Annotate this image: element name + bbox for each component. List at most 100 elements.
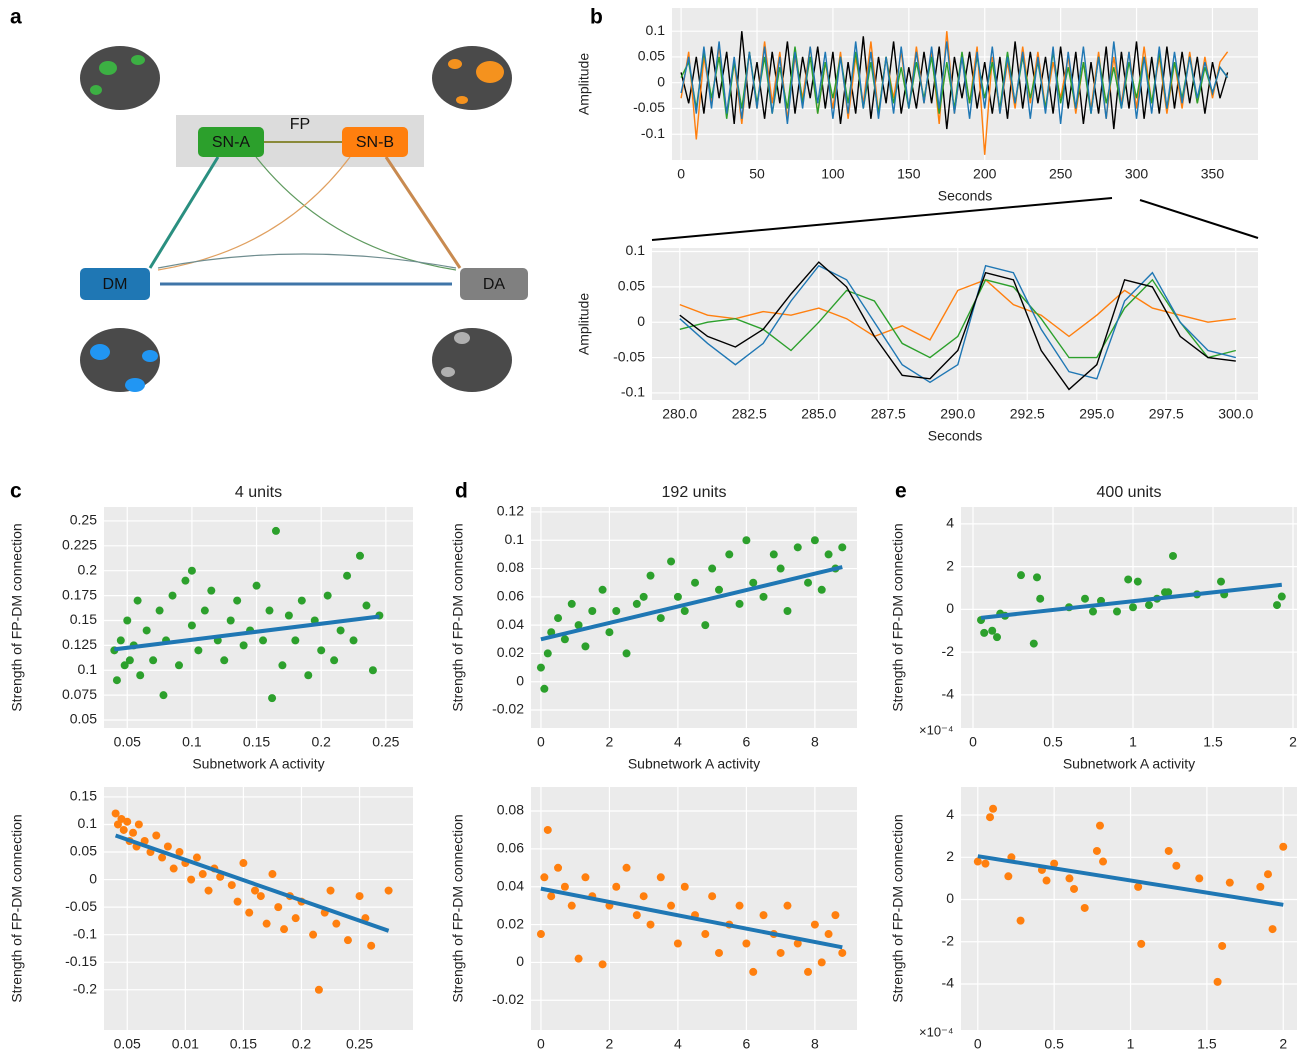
y-tick-label: 0.08 xyxy=(497,802,524,818)
point xyxy=(181,576,190,585)
point xyxy=(1145,601,1153,610)
point xyxy=(349,636,358,645)
point xyxy=(1195,874,1204,883)
x-tick-label: 0 xyxy=(537,734,545,750)
point xyxy=(112,676,121,685)
point xyxy=(759,911,768,920)
point xyxy=(336,626,345,635)
y-tick-label: 0.15 xyxy=(70,611,97,627)
x-tick-label: 0.2 xyxy=(292,1036,312,1052)
y-tick-label: -0.02 xyxy=(492,701,524,717)
fit-line xyxy=(980,582,1283,620)
y-tick-label: -0.15 xyxy=(65,953,97,969)
y-tick-label: 0.08 xyxy=(497,559,524,575)
point xyxy=(973,857,982,866)
chart: -0.2 -0.15 -0.1 -0.05 0 0.05 0.1 0.15 0.05 0.01 0.… xyxy=(9,787,413,1058)
y-tick-label: 0.1 xyxy=(646,22,666,38)
point xyxy=(824,550,833,559)
node-label: SN-A xyxy=(212,134,251,151)
x-tick-label: 200 xyxy=(973,166,997,182)
point xyxy=(204,886,213,895)
point xyxy=(536,663,545,672)
point xyxy=(245,908,254,917)
point xyxy=(980,628,989,637)
point xyxy=(175,848,184,857)
chart: -0.02 0 0.02 0.04 0.06 0.08 0.1 0.12 0 2 4 6 8 Subnet… xyxy=(450,480,857,772)
point xyxy=(1089,607,1097,616)
point xyxy=(567,599,576,608)
point xyxy=(714,585,723,594)
y-axis-label: Strength of FP-DM connection xyxy=(9,814,25,1002)
y-tick-label: 0.2 xyxy=(78,561,98,577)
point xyxy=(536,930,545,939)
point xyxy=(1033,573,1041,582)
x-tick-label: 297.5 xyxy=(1149,406,1184,422)
chart-title: 4 units xyxy=(235,484,282,501)
x-axis-label: Seconds xyxy=(938,188,992,204)
x-tick-label: 2 xyxy=(606,1036,614,1052)
fit-line xyxy=(540,886,843,950)
x-tick-label: 0 xyxy=(974,1036,982,1052)
point xyxy=(220,656,229,665)
point xyxy=(280,925,289,934)
x-tick-label: 0.25 xyxy=(372,734,399,750)
y-axis-label: Amplitude xyxy=(576,53,592,115)
plot-background xyxy=(531,787,857,1030)
y-tick-label: 0.05 xyxy=(638,48,665,64)
point xyxy=(1124,575,1133,584)
point xyxy=(168,591,177,600)
point xyxy=(120,661,129,670)
x-tick-label: 0.15 xyxy=(243,734,270,750)
point xyxy=(187,566,196,575)
x-tick-label: 1 xyxy=(1127,1036,1135,1052)
y-tick-label: 2 xyxy=(946,557,954,573)
point xyxy=(1129,603,1137,612)
y-tick-label: 0.25 xyxy=(70,512,97,528)
point xyxy=(804,967,813,976)
brain-blue xyxy=(80,328,160,392)
x-tick-label: 0.1 xyxy=(182,734,202,750)
y-tick-label: 0.1 xyxy=(78,815,98,831)
y-axis-label: Amplitude xyxy=(576,293,592,355)
y-axis-label: Strength of FP-DM connection xyxy=(9,523,25,711)
point xyxy=(111,809,120,818)
edges xyxy=(148,141,462,286)
y-tick-label: -4 xyxy=(942,975,955,991)
series-line xyxy=(679,278,1236,359)
y-tick-label: 0 xyxy=(657,73,665,89)
point xyxy=(708,892,717,901)
point xyxy=(207,586,216,595)
point xyxy=(309,930,318,939)
point xyxy=(543,649,552,658)
point xyxy=(1263,870,1272,879)
x-tick-label: 4 xyxy=(674,734,682,750)
point xyxy=(981,859,990,868)
y-tick-label: -0.02 xyxy=(492,991,524,1007)
point xyxy=(810,920,819,929)
point xyxy=(581,642,590,651)
x-tick-label: 100 xyxy=(821,166,845,182)
point xyxy=(567,901,576,910)
point xyxy=(1081,594,1089,603)
x-axis-label: Subnetwork A activity xyxy=(628,756,760,772)
point xyxy=(268,694,277,703)
brain-green xyxy=(80,46,160,110)
point xyxy=(252,581,261,590)
point xyxy=(793,543,802,552)
point xyxy=(554,863,563,872)
x-tick-label: 1 xyxy=(1129,734,1137,750)
x-tick-label: 295.0 xyxy=(1079,406,1114,422)
node-dm xyxy=(80,268,150,300)
point xyxy=(714,948,723,957)
point xyxy=(163,842,172,851)
point xyxy=(1169,551,1177,560)
point xyxy=(1042,876,1051,885)
plot-background xyxy=(961,787,1297,1030)
point xyxy=(1218,941,1227,950)
point xyxy=(540,684,549,693)
x-tick-label: 0.2 xyxy=(311,734,331,750)
y-tick-label: 0.06 xyxy=(497,588,524,604)
y-tick-label: 0 xyxy=(89,870,97,886)
point xyxy=(1004,872,1013,881)
